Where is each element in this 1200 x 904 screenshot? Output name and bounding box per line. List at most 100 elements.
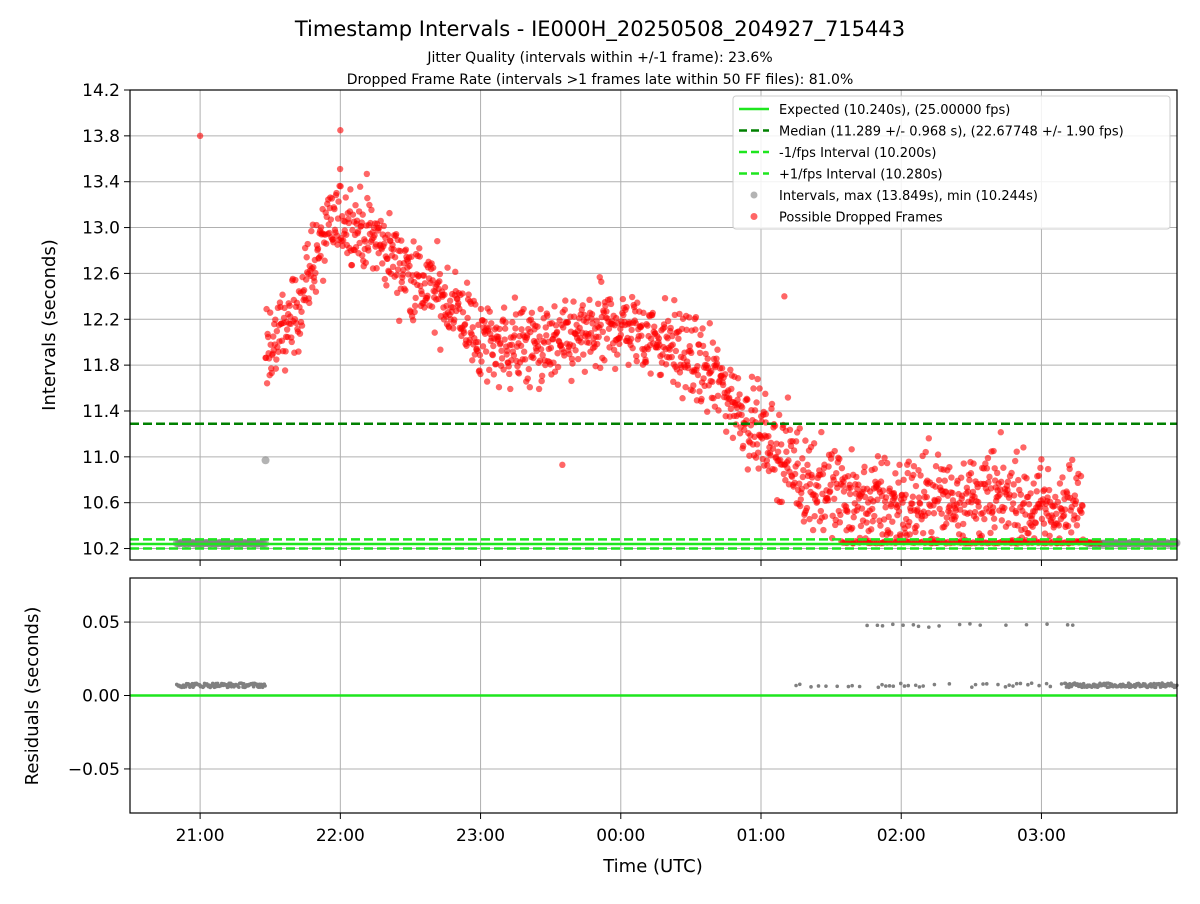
dropped-frame-point [478, 358, 485, 365]
dropped-frame-point [460, 329, 468, 337]
dropped-frame-point [314, 245, 322, 252]
dropped-frame-point [871, 512, 878, 520]
dropped-frame-point [421, 304, 428, 311]
dropped-frame-point [855, 481, 862, 488]
dropped-frame-point [820, 526, 827, 534]
residual-point [884, 684, 888, 688]
dropped-frame-point [497, 339, 504, 347]
dropped-frame-point [912, 482, 920, 490]
dropped-frame-point [383, 282, 390, 289]
y-tick-label: 13.4 [82, 173, 120, 193]
dropped-frame-point [634, 299, 641, 306]
dropped-frame-point [957, 474, 965, 481]
dropped-frame-point [554, 363, 562, 371]
dropped-frame-point [1023, 474, 1030, 482]
dropped-frame-point [817, 507, 825, 515]
dropped-frame-point [674, 381, 682, 388]
dropped-frame-point [863, 519, 870, 526]
dropped-frame-point [871, 465, 879, 473]
dropped-frame-point [263, 380, 271, 387]
dropped-frame-point [1068, 529, 1075, 536]
dropped-frame-point [1005, 520, 1012, 527]
dropped-frame-point [1008, 469, 1015, 477]
dropped-frame-point [534, 323, 541, 330]
dropped-frame-point [746, 452, 753, 459]
dropped-frame-point [984, 454, 992, 462]
dropped-frame-point [738, 404, 746, 411]
dropped-frame-point [753, 399, 760, 406]
dropped-frame-point [1066, 465, 1073, 473]
dropped-frame-point [815, 483, 822, 490]
dropped-frame-point [832, 521, 839, 529]
dropped-frame-point [477, 370, 484, 378]
dropped-frame-point [402, 287, 409, 294]
dropped-frame-point [384, 231, 392, 239]
dropped-frame-point [672, 347, 680, 355]
dropped-frame-point [396, 317, 403, 325]
dropped-frame-point [1025, 501, 1033, 508]
dropped-frame-point [895, 479, 902, 486]
bottom-panel-y-ticks: −0.05 0.00 0.05 [68, 613, 130, 780]
dropped-frame-point [264, 333, 272, 341]
dropped-frame-point [1030, 480, 1037, 487]
dropped-frame-point [667, 324, 674, 332]
dropped-frame-point [728, 385, 735, 393]
dropped-frame-point [365, 247, 372, 254]
dropped-frame-point [349, 211, 357, 218]
dropped-frame-point [568, 377, 575, 385]
dropped-frame-point [455, 300, 462, 307]
dropped-frame-point [904, 469, 911, 477]
dropped-frame-point [651, 323, 658, 330]
dropped-frame-point [475, 321, 482, 329]
dropped-frame-point [969, 488, 977, 496]
dropped-frame-point [359, 211, 366, 218]
residual-point [1029, 681, 1034, 686]
dropped-frame-point [896, 461, 903, 469]
residual-point [970, 685, 974, 689]
dropped-frame-point [756, 385, 763, 392]
dropped-frame-point [317, 224, 325, 231]
dropped-frame-point [991, 524, 998, 531]
residual-point [916, 624, 921, 629]
dropped-frame-point [552, 322, 560, 329]
dropped-frame-point [606, 295, 614, 303]
dropped-frame-point [818, 428, 825, 436]
dropped-frame-point [411, 308, 418, 316]
dropped-frame-point [536, 357, 544, 364]
dropped-frame-point [797, 502, 804, 510]
dropped-frame-point [934, 451, 942, 458]
dropped-frame-point [479, 343, 487, 350]
dropped-frame-point [601, 357, 608, 364]
dropped-frame-point [696, 388, 703, 395]
legend-dot-swatch [750, 191, 758, 199]
residual-point [906, 683, 911, 688]
dropped-frame-point [906, 518, 913, 526]
dropped-frame-point [585, 339, 593, 346]
dropped-frame-point [298, 322, 306, 329]
residual-point [902, 684, 907, 688]
dropped-frame-point [483, 378, 491, 385]
dropped-frame-point [877, 478, 885, 485]
chart-subtitle-jitter: Jitter Quality (intervals within +/-1 fr… [426, 50, 772, 66]
dropped-frame-point [917, 472, 924, 479]
dropped-frame-point [1044, 465, 1052, 473]
dropped-frame-point [1038, 456, 1045, 463]
dropped-frame-point [683, 326, 690, 334]
residual-point [957, 622, 962, 627]
dropped-frame-point [554, 350, 561, 357]
dropped-frame-point [310, 264, 317, 271]
dropped-frame-point [840, 488, 848, 495]
dropped-frame-point [441, 284, 449, 291]
dropped-frame-point [496, 325, 503, 333]
dropped-frame-point [273, 356, 280, 363]
residual-point [984, 682, 989, 686]
dropped-frame-point [825, 463, 832, 470]
dropped-frame-point [517, 342, 525, 349]
dropped-frame-point [619, 295, 627, 303]
dropped-frame-point [689, 387, 697, 394]
dropped-frame-point [380, 222, 388, 230]
dropped-frame-point [418, 290, 426, 298]
dropped-frame-point [800, 466, 807, 474]
y-tick-label: 10.2 [82, 540, 120, 560]
dropped-frame-point [799, 473, 807, 481]
